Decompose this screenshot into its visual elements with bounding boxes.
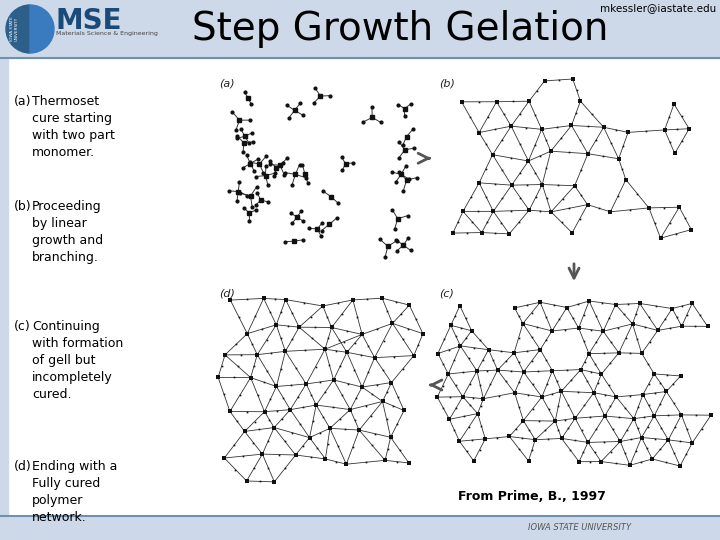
Wedge shape [6,5,30,53]
Text: (d): (d) [14,460,32,473]
Text: (b): (b) [14,200,32,213]
Text: mkessler@iastate.edu: mkessler@iastate.edu [600,3,716,13]
Text: Proceeding
by linear
growth and
branching.: Proceeding by linear growth and branchin… [32,200,103,264]
Bar [0,0,720,58]
Text: Thermoset
cure starting
with two part
monomer.: Thermoset cure starting with two part mo… [32,95,115,159]
Text: (d): (d) [219,288,235,298]
Text: (a): (a) [219,78,235,88]
Bar [215,285,425,485]
Bar [0,58,8,516]
Bar [215,75,425,260]
Text: (b): (b) [439,78,455,88]
Text: Step Growth Gelation: Step Growth Gelation [192,10,608,48]
Text: Continuing
with formation
of gell but
incompletely
cured.: Continuing with formation of gell but in… [32,320,123,401]
Text: IOWA STATE
UNIVERSITY: IOWA STATE UNIVERSITY [10,17,19,42]
Text: (c): (c) [439,288,454,298]
Wedge shape [30,5,54,53]
Bar [435,75,713,260]
Bar [435,285,713,485]
Text: Ending with a
Fully cured
polymer
network.: Ending with a Fully cured polymer networ… [32,460,117,524]
Bar [0,516,720,540]
Text: From Prime, B., 1997: From Prime, B., 1997 [459,490,606,503]
Text: (c): (c) [14,320,31,333]
Text: MSE: MSE [56,7,122,35]
Text: Materials Science & Engineering: Materials Science & Engineering [56,31,158,37]
Text: (a): (a) [14,95,32,108]
Text: IOWA STATE UNIVERSITY: IOWA STATE UNIVERSITY [528,523,631,532]
